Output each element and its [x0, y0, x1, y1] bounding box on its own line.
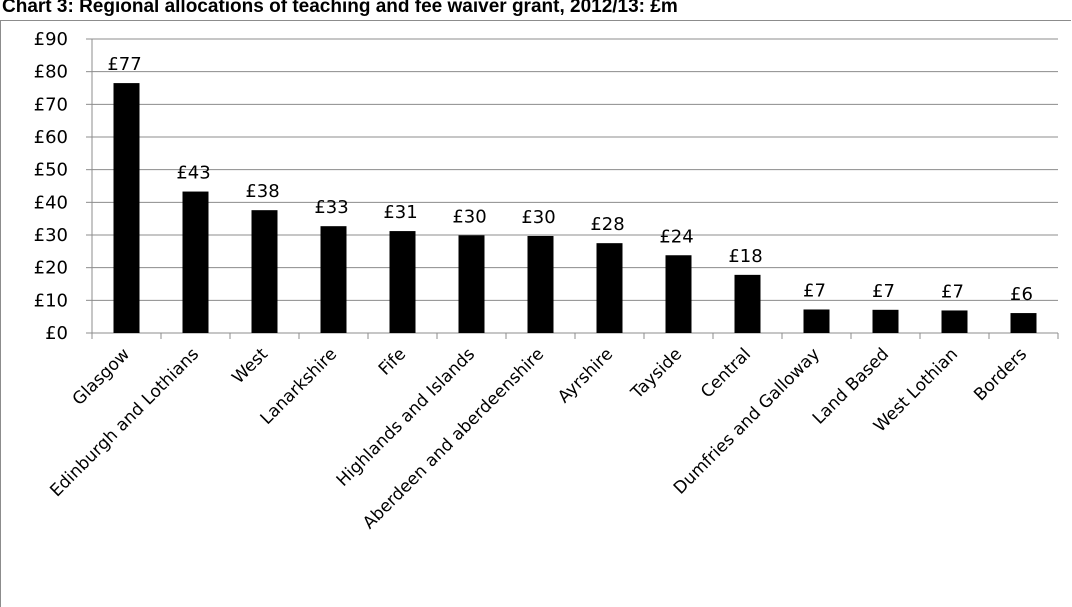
data-label: £7 — [872, 281, 895, 302]
category-label: Edinburgh and Lothians — [46, 344, 203, 501]
y-tick-label: £0 — [45, 323, 68, 344]
y-tick-label: £90 — [34, 29, 68, 50]
y-tick-label: £80 — [34, 62, 68, 83]
data-label: £31 — [383, 202, 417, 223]
bar — [320, 226, 347, 333]
bar — [596, 243, 623, 333]
category-label: Tayside — [627, 344, 686, 403]
bar — [251, 210, 278, 333]
bar — [1010, 313, 1037, 333]
gridlines — [86, 38, 1059, 339]
data-label: £7 — [941, 281, 964, 302]
data-label: £7 — [803, 280, 826, 301]
y-tick-label: £30 — [34, 225, 68, 246]
y-tick-label: £20 — [34, 258, 68, 279]
category-label: Fife — [375, 344, 410, 379]
chart-frame — [0, 20, 1071, 607]
data-label: £77 — [107, 54, 141, 75]
data-label: £24 — [659, 226, 693, 247]
bar — [527, 235, 554, 333]
data-label: £28 — [590, 214, 624, 235]
bars — [113, 83, 1037, 333]
bar — [458, 235, 485, 333]
data-label: £38 — [245, 181, 279, 202]
y-tick-label: £10 — [34, 290, 68, 311]
bar — [113, 83, 140, 333]
bar — [803, 309, 830, 333]
bar — [941, 310, 968, 333]
y-tick-label: £50 — [34, 160, 68, 181]
category-label: Dumfries and Galloway — [670, 344, 824, 498]
data-label: £6 — [1010, 284, 1033, 305]
data-labels: £77 £43 £38 £33 £31 £30 £30 £28 £24 £18 £7 £7 £7 £6 — [107, 54, 1033, 305]
chart-title: Chart 3: Regional allocations of teachin… — [2, 0, 678, 17]
category-label: Central — [697, 344, 755, 402]
y-tick-label: £70 — [34, 94, 68, 115]
data-label: £33 — [314, 197, 348, 218]
category-label: Ayrshire — [554, 344, 617, 407]
category-label: Glasgow — [69, 344, 134, 409]
data-label: £30 — [521, 207, 555, 228]
bar — [389, 231, 416, 333]
data-label: £30 — [452, 206, 486, 227]
data-label: £43 — [176, 163, 210, 184]
category-label: Highlands and Islands — [333, 344, 479, 490]
y-tick-label: £60 — [34, 127, 68, 148]
y-tick-labels: £0 £10 £20 £30 £40 £50 £60 £70 £80 £90 — [34, 29, 68, 344]
bar — [182, 191, 209, 333]
data-label: £18 — [728, 246, 762, 267]
category-label: West — [228, 344, 272, 388]
y-tick-label: £40 — [34, 192, 68, 213]
category-label: Borders — [970, 344, 1031, 405]
bar — [665, 255, 692, 333]
bar — [872, 309, 899, 333]
bar — [734, 274, 761, 333]
